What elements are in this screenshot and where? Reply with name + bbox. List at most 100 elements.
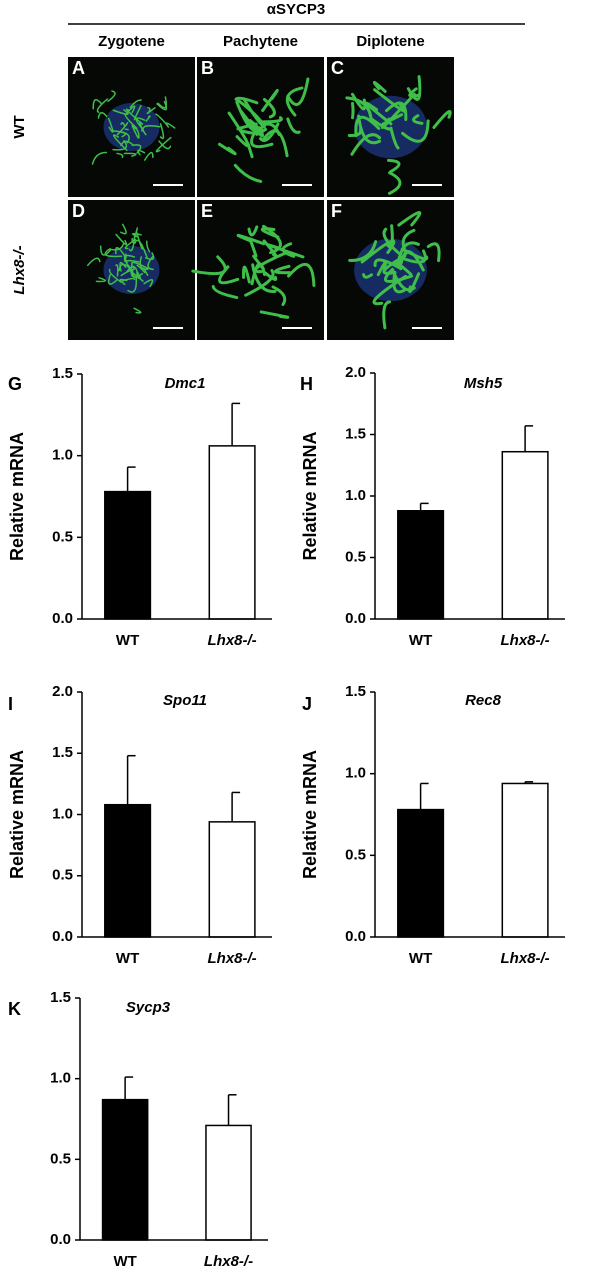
chromosome	[251, 263, 277, 293]
bar	[205, 1124, 252, 1241]
chromosome	[125, 259, 140, 268]
micrograph: B	[197, 57, 324, 197]
chromosome	[396, 241, 420, 266]
figure-header: αSYCP3	[267, 1, 325, 18]
chromosome	[131, 144, 142, 154]
chromosome	[120, 223, 127, 235]
y-tick-label: 0.5	[52, 528, 73, 545]
micrograph: C	[327, 57, 454, 197]
chromosome	[119, 278, 128, 286]
chromosome	[389, 126, 400, 150]
panel-label: G	[8, 374, 22, 394]
micrograph: A	[68, 57, 195, 197]
chromosome	[138, 121, 143, 132]
bar	[104, 803, 152, 938]
chromosome	[127, 276, 138, 293]
chromosome	[92, 99, 103, 110]
micrograph: E	[191, 200, 324, 340]
chromosome	[124, 113, 138, 130]
chromosome	[381, 113, 404, 126]
chromosome	[108, 268, 122, 283]
chromosome	[261, 122, 281, 136]
chromosome	[373, 88, 407, 113]
x-tick-label: WT	[113, 1253, 136, 1270]
x-tick-label: Lhx8-/-	[501, 632, 550, 649]
y-tick-label: 1.5	[345, 425, 366, 442]
chromosome	[236, 122, 258, 131]
panel-label: C	[331, 58, 344, 78]
chromosome	[351, 101, 355, 120]
bar	[501, 450, 549, 620]
chromosome	[107, 274, 118, 285]
y-axis-label: Relative mRNA	[7, 432, 27, 561]
chromosome	[142, 267, 149, 276]
chromosome	[364, 101, 393, 126]
bar	[501, 782, 549, 938]
y-tick-label: 0.5	[345, 846, 366, 863]
chromosome	[397, 210, 422, 227]
chromosome	[137, 149, 146, 156]
panel-label: D	[72, 201, 85, 221]
chromosome	[234, 96, 259, 105]
chromosome	[354, 115, 381, 138]
chromosome	[432, 110, 452, 129]
chromosome	[125, 105, 136, 115]
chromosome	[91, 151, 108, 165]
column-label: Zygotene	[98, 33, 165, 50]
panel-label: E	[201, 201, 213, 221]
chromosome	[121, 277, 136, 282]
chromosome	[96, 98, 109, 113]
x-tick-label: WT	[409, 950, 432, 967]
y-tick-label: 0.0	[345, 610, 366, 627]
chromosome	[143, 151, 154, 161]
chromosome	[248, 237, 258, 258]
chromosome	[263, 271, 278, 281]
chromosome	[112, 109, 129, 116]
bar	[104, 490, 152, 620]
chromosome	[273, 264, 291, 275]
panel-label: H	[300, 374, 313, 394]
panel-label: F	[331, 201, 342, 221]
chromosome	[147, 254, 155, 271]
y-axis-label: Relative mRNA	[7, 750, 27, 879]
chromosome	[142, 125, 161, 136]
chromosome	[253, 250, 289, 274]
chart-title: Msh5	[464, 375, 503, 392]
chromosome	[115, 264, 119, 277]
y-axis-label: Relative mRNA	[300, 431, 320, 560]
chromosome	[218, 265, 240, 285]
chromosome	[125, 265, 140, 279]
chart-title: Spo11	[163, 692, 207, 709]
chromosome	[97, 112, 108, 119]
x-tick-label: Lhx8-/-	[208, 632, 257, 649]
panel-label: J	[302, 694, 312, 714]
chromosome	[286, 77, 310, 107]
chromosome	[146, 107, 156, 115]
chart-title: Sycp3	[126, 999, 171, 1016]
y-tick-label: 2.0	[345, 364, 366, 381]
chromosome	[286, 117, 301, 134]
chromosome	[107, 90, 116, 103]
chromosome	[104, 247, 123, 258]
chromosome	[120, 269, 134, 277]
chromosome	[124, 238, 137, 250]
chromosome	[156, 100, 168, 111]
chromosome	[99, 245, 111, 256]
chromosome	[86, 257, 101, 267]
y-tick-label: 0.5	[345, 548, 366, 565]
y-tick-label: 0.0	[345, 928, 366, 945]
y-tick-label: 1.0	[345, 765, 366, 782]
row-label: WT	[11, 115, 28, 138]
x-tick-label: Lhx8-/-	[204, 1253, 253, 1270]
chromosome	[119, 261, 127, 272]
chromosome	[362, 273, 373, 279]
chromosome	[131, 125, 140, 139]
chromosome	[158, 140, 172, 150]
chromosome	[239, 110, 265, 138]
chromosome	[426, 242, 441, 263]
panel-label: B	[201, 58, 214, 78]
chromosome	[382, 227, 402, 256]
chromosome	[146, 240, 151, 253]
chromosome	[136, 264, 146, 274]
